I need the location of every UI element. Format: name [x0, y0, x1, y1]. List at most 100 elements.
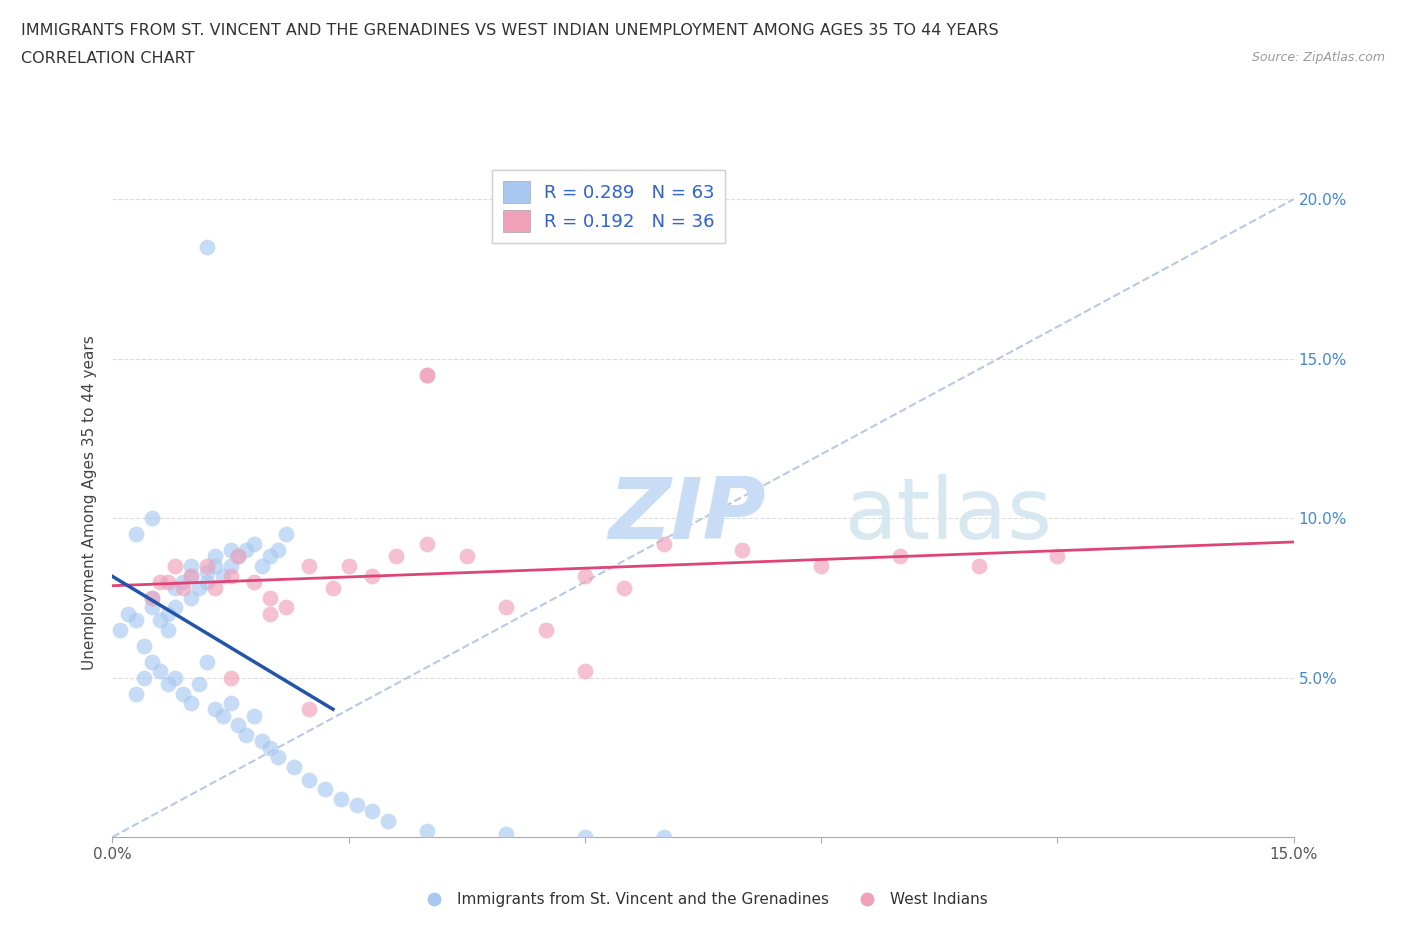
West Indians — [219, 568, 242, 583]
Immigrants from St. Vincent and the Grenadines — [228, 549, 250, 564]
West Indians — [298, 702, 321, 717]
Immigrants from St. Vincent and the Grenadines — [652, 830, 675, 844]
West Indians — [259, 606, 281, 621]
Text: atlas: atlas — [845, 474, 1053, 557]
Immigrants from St. Vincent and the Grenadines — [180, 696, 202, 711]
Immigrants from St. Vincent and the Grenadines — [156, 606, 179, 621]
West Indians — [361, 568, 384, 583]
Immigrants from St. Vincent and the Grenadines — [267, 542, 290, 557]
West Indians — [337, 559, 360, 574]
Immigrants from St. Vincent and the Grenadines — [156, 622, 179, 637]
West Indians — [731, 542, 754, 557]
Immigrants from St. Vincent and the Grenadines — [110, 622, 132, 637]
Immigrants from St. Vincent and the Grenadines — [361, 804, 384, 819]
West Indians — [274, 600, 297, 615]
Immigrants from St. Vincent and the Grenadines — [180, 591, 202, 605]
Immigrants from St. Vincent and the Grenadines — [204, 549, 226, 564]
Legend: Immigrants from St. Vincent and the Grenadines, West Indians: Immigrants from St. Vincent and the Gren… — [412, 886, 994, 913]
West Indians — [149, 575, 172, 590]
Immigrants from St. Vincent and the Grenadines — [243, 709, 266, 724]
Immigrants from St. Vincent and the Grenadines — [298, 772, 321, 787]
Text: IMMIGRANTS FROM ST. VINCENT AND THE GRENADINES VS WEST INDIAN UNEMPLOYMENT AMONG: IMMIGRANTS FROM ST. VINCENT AND THE GREN… — [21, 23, 998, 38]
Immigrants from St. Vincent and the Grenadines — [117, 606, 139, 621]
West Indians — [456, 549, 478, 564]
Immigrants from St. Vincent and the Grenadines — [283, 760, 305, 775]
West Indians — [810, 559, 832, 574]
Immigrants from St. Vincent and the Grenadines — [235, 727, 257, 742]
West Indians — [228, 549, 250, 564]
West Indians — [259, 591, 281, 605]
Immigrants from St. Vincent and the Grenadines — [172, 686, 194, 701]
Immigrants from St. Vincent and the Grenadines — [346, 798, 368, 813]
West Indians — [385, 549, 408, 564]
Immigrants from St. Vincent and the Grenadines — [149, 664, 172, 679]
Immigrants from St. Vincent and the Grenadines — [329, 791, 352, 806]
Immigrants from St. Vincent and the Grenadines — [125, 686, 148, 701]
West Indians — [967, 559, 990, 574]
Immigrants from St. Vincent and the Grenadines — [180, 559, 202, 574]
Immigrants from St. Vincent and the Grenadines — [377, 814, 399, 829]
West Indians — [574, 664, 596, 679]
West Indians — [322, 581, 344, 596]
Text: Source: ZipAtlas.com: Source: ZipAtlas.com — [1251, 51, 1385, 64]
Immigrants from St. Vincent and the Grenadines — [495, 827, 517, 842]
Legend: R = 0.289   N = 63, R = 0.192   N = 36: R = 0.289 N = 63, R = 0.192 N = 36 — [492, 170, 725, 243]
Immigrants from St. Vincent and the Grenadines — [274, 526, 297, 541]
West Indians — [298, 559, 321, 574]
Immigrants from St. Vincent and the Grenadines — [165, 671, 187, 685]
West Indians — [889, 549, 911, 564]
West Indians — [1046, 549, 1069, 564]
Immigrants from St. Vincent and the Grenadines — [204, 559, 226, 574]
Immigrants from St. Vincent and the Grenadines — [188, 676, 211, 691]
Immigrants from St. Vincent and the Grenadines — [141, 511, 163, 525]
West Indians — [219, 671, 242, 685]
Text: CORRELATION CHART: CORRELATION CHART — [21, 51, 194, 66]
Immigrants from St. Vincent and the Grenadines — [228, 718, 250, 733]
West Indians — [180, 568, 202, 583]
Immigrants from St. Vincent and the Grenadines — [574, 830, 596, 844]
West Indians — [652, 537, 675, 551]
Y-axis label: Unemployment Among Ages 35 to 44 years: Unemployment Among Ages 35 to 44 years — [82, 335, 97, 670]
Immigrants from St. Vincent and the Grenadines — [259, 740, 281, 755]
Immigrants from St. Vincent and the Grenadines — [211, 568, 233, 583]
West Indians — [172, 581, 194, 596]
Immigrants from St. Vincent and the Grenadines — [125, 526, 148, 541]
West Indians — [534, 622, 557, 637]
Immigrants from St. Vincent and the Grenadines — [250, 734, 273, 749]
Immigrants from St. Vincent and the Grenadines — [195, 240, 218, 255]
West Indians — [495, 600, 517, 615]
Immigrants from St. Vincent and the Grenadines — [219, 542, 242, 557]
West Indians — [141, 591, 163, 605]
Immigrants from St. Vincent and the Grenadines — [219, 559, 242, 574]
West Indians — [416, 367, 439, 382]
Immigrants from St. Vincent and the Grenadines — [195, 565, 218, 579]
West Indians — [243, 575, 266, 590]
Immigrants from St. Vincent and the Grenadines — [188, 581, 211, 596]
Immigrants from St. Vincent and the Grenadines — [141, 654, 163, 669]
Immigrants from St. Vincent and the Grenadines — [195, 575, 218, 590]
West Indians — [165, 559, 187, 574]
Immigrants from St. Vincent and the Grenadines — [156, 676, 179, 691]
Immigrants from St. Vincent and the Grenadines — [149, 613, 172, 628]
Immigrants from St. Vincent and the Grenadines — [259, 549, 281, 564]
West Indians — [574, 568, 596, 583]
Immigrants from St. Vincent and the Grenadines — [250, 559, 273, 574]
West Indians — [613, 581, 636, 596]
Immigrants from St. Vincent and the Grenadines — [267, 750, 290, 764]
Immigrants from St. Vincent and the Grenadines — [165, 581, 187, 596]
Immigrants from St. Vincent and the Grenadines — [235, 542, 257, 557]
Immigrants from St. Vincent and the Grenadines — [165, 600, 187, 615]
Immigrants from St. Vincent and the Grenadines — [141, 591, 163, 605]
Text: ZIP: ZIP — [609, 474, 766, 557]
West Indians — [195, 559, 218, 574]
Immigrants from St. Vincent and the Grenadines — [180, 568, 202, 583]
Immigrants from St. Vincent and the Grenadines — [172, 575, 194, 590]
Immigrants from St. Vincent and the Grenadines — [243, 537, 266, 551]
Immigrants from St. Vincent and the Grenadines — [141, 600, 163, 615]
Immigrants from St. Vincent and the Grenadines — [219, 696, 242, 711]
Immigrants from St. Vincent and the Grenadines — [132, 671, 155, 685]
West Indians — [416, 537, 439, 551]
Immigrants from St. Vincent and the Grenadines — [125, 613, 148, 628]
Immigrants from St. Vincent and the Grenadines — [204, 702, 226, 717]
Immigrants from St. Vincent and the Grenadines — [416, 823, 439, 838]
